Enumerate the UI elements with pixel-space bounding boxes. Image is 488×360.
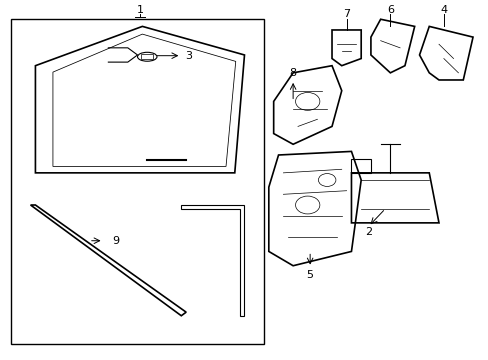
Text: 5: 5 [306,270,313,280]
Text: 9: 9 [112,236,119,246]
Text: 1: 1 [136,5,143,15]
Text: 7: 7 [343,9,349,19]
Text: 8: 8 [289,68,296,78]
Text: 3: 3 [184,51,192,61]
Text: 4: 4 [439,5,447,15]
Text: 6: 6 [386,5,393,15]
Text: 2: 2 [364,227,371,237]
